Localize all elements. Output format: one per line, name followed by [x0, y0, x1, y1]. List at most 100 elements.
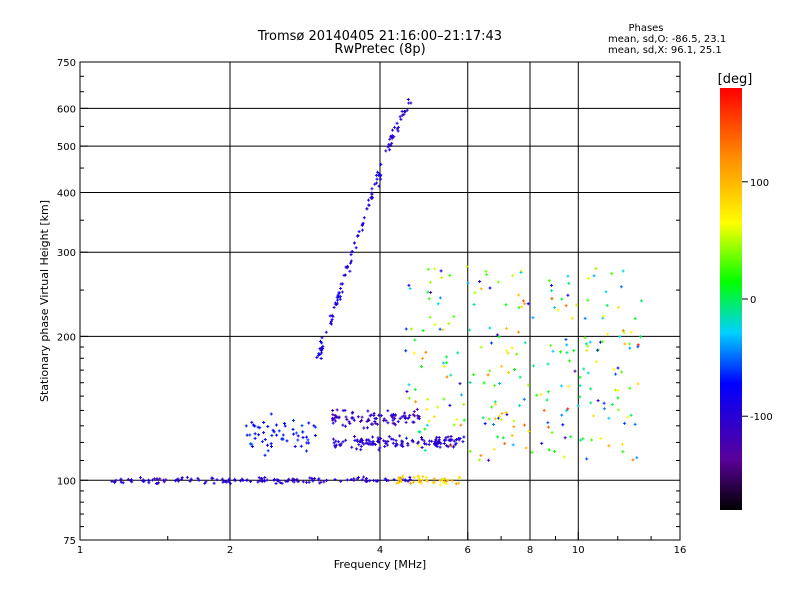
- data-point: [472, 373, 476, 377]
- colorbar-ticks: 100 0 -100: [742, 178, 773, 423]
- data-point: [586, 371, 590, 375]
- data-point: [449, 434, 453, 438]
- data-point: [552, 449, 556, 453]
- data-point: [365, 420, 369, 423]
- data-point: [620, 442, 624, 446]
- data-point: [357, 443, 361, 447]
- data-point: [420, 445, 424, 449]
- data-point: [335, 295, 339, 299]
- data-point: [260, 477, 264, 481]
- data-point: [586, 298, 590, 302]
- data-point: [391, 437, 395, 441]
- data-point: [368, 440, 372, 444]
- data-point: [420, 435, 424, 439]
- data-point: [394, 439, 398, 443]
- data-point: [490, 405, 494, 409]
- data-point: [371, 440, 375, 444]
- data-point: [570, 316, 574, 320]
- data-point: [439, 269, 443, 273]
- data-point: [405, 108, 409, 112]
- data-point: [616, 408, 620, 412]
- data-point: [365, 426, 369, 430]
- y-tick-label: 100: [57, 476, 76, 487]
- data-point: [113, 480, 117, 484]
- data-point: [393, 125, 397, 129]
- data-point: [444, 436, 448, 440]
- data-point: [272, 430, 276, 434]
- data-point: [583, 316, 587, 320]
- data-point: [379, 177, 383, 181]
- data-point: [462, 402, 466, 406]
- data-point: [404, 420, 408, 424]
- data-point: [457, 481, 461, 485]
- data-point: [339, 286, 343, 290]
- data-point: [377, 437, 381, 441]
- data-point: [352, 435, 356, 439]
- data-point: [584, 342, 588, 346]
- data-point: [352, 418, 356, 422]
- data-point: [379, 414, 383, 418]
- data-point: [407, 283, 411, 287]
- data-point: [317, 352, 321, 356]
- x-tick-label: 6: [465, 545, 471, 556]
- data-point: [462, 435, 466, 439]
- data-point: [263, 475, 267, 479]
- data-point: [510, 434, 514, 438]
- data-point: [384, 441, 388, 445]
- data-point: [586, 344, 590, 348]
- data-point: [512, 425, 516, 429]
- data-point: [500, 364, 504, 368]
- data-point: [441, 328, 445, 332]
- data-point: [578, 384, 582, 388]
- data-point: [398, 115, 402, 119]
- data-point: [344, 415, 348, 419]
- data-point: [505, 327, 509, 331]
- data-point: [457, 476, 461, 480]
- data-point: [452, 315, 456, 319]
- data-point: [244, 424, 248, 428]
- data-point: [430, 439, 434, 443]
- data-point: [366, 417, 370, 421]
- data-point: [392, 135, 396, 139]
- data-point: [399, 117, 403, 121]
- data-point: [468, 328, 472, 332]
- data-point: [153, 477, 157, 481]
- data-point: [335, 301, 339, 305]
- data-point: [321, 346, 325, 350]
- data-point: [438, 327, 442, 331]
- data-point: [526, 302, 530, 306]
- data-point: [233, 477, 237, 481]
- data-point: [360, 478, 364, 482]
- data-point: [442, 361, 446, 365]
- data-point: [566, 293, 570, 297]
- data-point: [377, 448, 381, 452]
- data-point: [448, 273, 452, 277]
- data-point: [452, 423, 456, 427]
- data-point: [319, 339, 322, 343]
- data-point: [404, 349, 408, 353]
- data-point: [542, 408, 546, 412]
- data-point: [616, 366, 620, 370]
- data-point: [395, 127, 399, 131]
- data-point: [162, 480, 166, 484]
- data-point: [224, 480, 228, 484]
- data-point: [407, 383, 411, 387]
- data-point: [639, 335, 643, 339]
- data-point: [520, 305, 524, 309]
- data-point: [147, 479, 151, 483]
- data-point: [468, 449, 472, 453]
- data-point: [583, 336, 587, 340]
- data-point: [466, 281, 470, 285]
- data-point: [331, 421, 335, 425]
- data-point: [565, 343, 569, 347]
- data-point: [371, 422, 375, 426]
- data-point: [350, 250, 354, 254]
- data-point: [252, 424, 256, 428]
- data-point: [384, 149, 388, 153]
- data-point: [547, 448, 551, 452]
- data-point: [283, 424, 287, 428]
- data-point: [258, 426, 262, 430]
- data-point: [356, 415, 360, 419]
- data-point: [482, 381, 486, 385]
- data-point: [304, 480, 308, 484]
